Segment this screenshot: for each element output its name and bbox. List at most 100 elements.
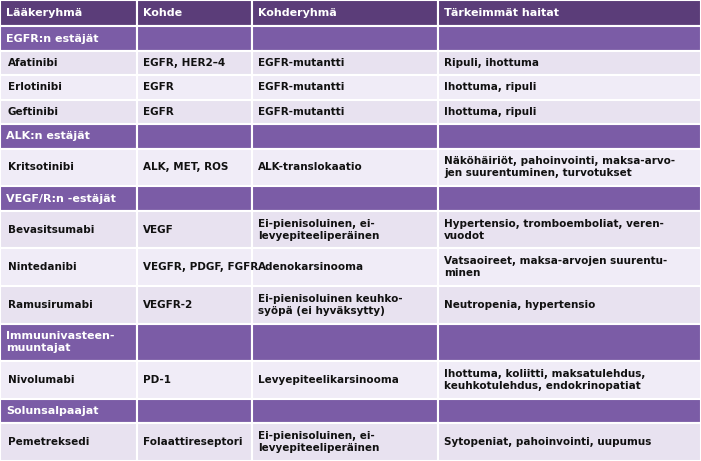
Bar [137, 124, 252, 148]
Bar [438, 286, 701, 324]
Text: Kohde: Kohde [143, 8, 182, 18]
Bar [252, 399, 438, 423]
Bar [438, 324, 701, 361]
Text: Ei-pienisoluinen, ei-
levyepiteeliperäinen: Ei-pienisoluinen, ei- levyepiteeliperäin… [259, 219, 380, 241]
Bar [137, 324, 252, 361]
Bar [137, 75, 252, 100]
Bar [252, 211, 438, 248]
Bar [438, 0, 701, 26]
Bar [137, 361, 252, 399]
Bar [137, 211, 252, 248]
Text: Kritsotinibi: Kritsotinibi [8, 162, 74, 172]
Bar [252, 148, 438, 186]
Bar [0, 26, 137, 51]
Bar [0, 248, 137, 286]
Bar [0, 211, 137, 248]
Text: Levyepiteelikarsinooma: Levyepiteelikarsinooma [259, 375, 400, 385]
Bar [252, 186, 438, 211]
Text: Folaattireseptori: Folaattireseptori [143, 437, 242, 447]
Bar [252, 423, 438, 461]
Bar [0, 75, 137, 100]
Text: ALK, MET, ROS: ALK, MET, ROS [143, 162, 228, 172]
Text: EGFR: EGFR [143, 107, 173, 117]
Bar [137, 148, 252, 186]
Bar [438, 423, 701, 461]
Text: Solunsalpaajat: Solunsalpaajat [6, 406, 99, 416]
Bar [252, 324, 438, 361]
Text: ALK:n estäjät: ALK:n estäjät [6, 131, 90, 142]
Text: ALK-translokaatio: ALK-translokaatio [259, 162, 363, 172]
Bar [438, 100, 701, 124]
Bar [438, 148, 701, 186]
Bar [137, 0, 252, 26]
Bar [137, 51, 252, 75]
Bar [137, 286, 252, 324]
Text: Neutropenia, hypertensio: Neutropenia, hypertensio [444, 300, 596, 310]
Bar [438, 26, 701, 51]
Bar [0, 361, 137, 399]
Text: Nintedanibi: Nintedanibi [8, 262, 76, 272]
Text: Ei-pienisoluinen keuhko-
syöpä (ei hyväksytty): Ei-pienisoluinen keuhko- syöpä (ei hyväk… [259, 294, 403, 316]
Bar [438, 124, 701, 148]
Text: Afatinibi: Afatinibi [8, 58, 58, 68]
Bar [252, 51, 438, 75]
Text: Näköhäiriöt, pahoinvointi, maksa-arvo-
jen suurentuminen, turvotukset: Näköhäiriöt, pahoinvointi, maksa-arvo- j… [444, 156, 675, 178]
Bar [137, 186, 252, 211]
Bar [438, 211, 701, 248]
Bar [0, 286, 137, 324]
Text: VEGFR-2: VEGFR-2 [143, 300, 193, 310]
Bar [252, 361, 438, 399]
Bar [137, 26, 252, 51]
Bar [252, 75, 438, 100]
Bar [0, 186, 137, 211]
Text: EGFR-mutantti: EGFR-mutantti [259, 58, 345, 68]
Text: Nivolumabi: Nivolumabi [8, 375, 74, 385]
Bar [137, 248, 252, 286]
Bar [252, 26, 438, 51]
Text: Ihottuma, koliitti, maksatulehdus,
keuhkotulehdus, endokrinopatiat: Ihottuma, koliitti, maksatulehdus, keuhk… [444, 369, 646, 391]
Text: VEGF: VEGF [143, 225, 173, 235]
Text: Lääkeryhmä: Lääkeryhmä [6, 8, 82, 18]
Bar [438, 75, 701, 100]
Bar [252, 286, 438, 324]
Text: EGFR:n estäjät: EGFR:n estäjät [6, 34, 99, 44]
Bar [438, 186, 701, 211]
Text: PD-1: PD-1 [143, 375, 171, 385]
Text: Pemetreksedi: Pemetreksedi [8, 437, 89, 447]
Text: Erlotinibi: Erlotinibi [8, 83, 62, 93]
Bar [252, 100, 438, 124]
Bar [0, 399, 137, 423]
Bar [0, 124, 137, 148]
Text: Ei-pienisoluinen, ei-
levyepiteeliperäinen: Ei-pienisoluinen, ei- levyepiteeliperäin… [259, 431, 380, 453]
Bar [252, 0, 438, 26]
Bar [0, 0, 137, 26]
Text: Geftinibi: Geftinibi [8, 107, 59, 117]
Bar [438, 399, 701, 423]
Text: Immuunivasteen-
muuntajat: Immuunivasteen- muuntajat [6, 331, 114, 354]
Text: EGFR-mutantti: EGFR-mutantti [259, 83, 345, 93]
Bar [0, 148, 137, 186]
Text: VEGF/R:n -estäjät: VEGF/R:n -estäjät [6, 194, 116, 203]
Bar [252, 124, 438, 148]
Text: EGFR, HER2–4: EGFR, HER2–4 [143, 58, 225, 68]
Bar [137, 423, 252, 461]
Bar [438, 51, 701, 75]
Text: Ramusirumabi: Ramusirumabi [8, 300, 93, 310]
Text: Adenokarsinooma: Adenokarsinooma [259, 262, 365, 272]
Bar [137, 399, 252, 423]
Bar [438, 361, 701, 399]
Text: Ripuli, ihottuma: Ripuli, ihottuma [444, 58, 539, 68]
Text: EGFR: EGFR [143, 83, 173, 93]
Bar [438, 248, 701, 286]
Bar [137, 100, 252, 124]
Text: EGFR-mutantti: EGFR-mutantti [259, 107, 345, 117]
Bar [0, 423, 137, 461]
Text: Hypertensio, tromboemboliat, veren-
vuodot: Hypertensio, tromboemboliat, veren- vuod… [444, 219, 664, 241]
Bar [252, 248, 438, 286]
Text: Ihottuma, ripuli: Ihottuma, ripuli [444, 107, 536, 117]
Text: Tärkeimmät haitat: Tärkeimmät haitat [444, 8, 559, 18]
Text: Bevasitsumabi: Bevasitsumabi [8, 225, 95, 235]
Text: Sytopeniat, pahoinvointi, uupumus: Sytopeniat, pahoinvointi, uupumus [444, 437, 651, 447]
Text: Ihottuma, ripuli: Ihottuma, ripuli [444, 83, 536, 93]
Bar [0, 100, 137, 124]
